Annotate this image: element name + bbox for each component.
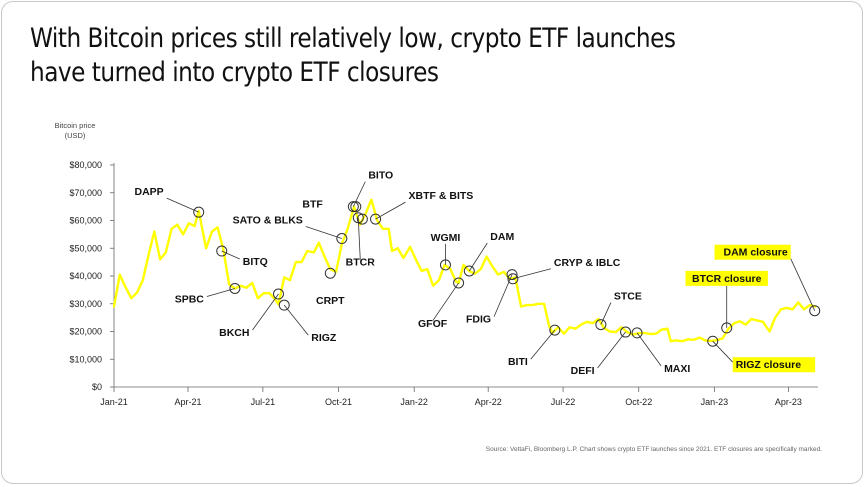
launch-label: DEFI: [571, 365, 595, 377]
annotation-leader: [468, 242, 488, 272]
y-tick-label: $60,000: [69, 216, 102, 226]
annotation-leader: [597, 331, 626, 369]
annotation-leader: [530, 329, 556, 360]
annotation-marker: [549, 324, 561, 336]
closure-label: RIGZ closure: [736, 359, 802, 371]
launch-label: CRYP & IBLC: [554, 257, 621, 269]
annotation-leader: [357, 217, 361, 260]
annotation-marker: [809, 305, 821, 317]
annotation-marker: [370, 213, 382, 225]
launch-label: DAM: [490, 231, 514, 243]
y-axis-label: Bitcoin price: [55, 121, 96, 130]
closure-highlight: [732, 357, 816, 373]
x-tick-label: Jan-22: [400, 397, 428, 407]
launch-label: BITI: [508, 356, 528, 368]
annotation-marker: [229, 282, 241, 294]
annotation-leader: [636, 332, 662, 367]
annotation-leader: [600, 302, 612, 325]
y-tick-label: $80,000: [69, 160, 102, 170]
annotation-leader: [712, 340, 734, 363]
source-note: Source: VettaFi, Bloomberg L.P. Chart sh…: [485, 446, 822, 453]
annotation-marker: [453, 277, 465, 289]
y-tick-label: $30,000: [69, 299, 102, 309]
launch-label: SPBC: [175, 293, 205, 305]
y-tick-label: $20,000: [69, 327, 102, 337]
launch-label: CRPT: [316, 295, 345, 307]
launch-label: MAXI: [664, 363, 690, 375]
title-line-1: With Bitcoin prices still relatively low…: [30, 23, 676, 54]
launch-label: XBTF & BITS: [409, 190, 474, 202]
x-tick-label: Jan-21: [100, 397, 128, 407]
annotation-leader: [375, 201, 406, 220]
annotation-leader: [206, 288, 236, 297]
y-tick-label: $40,000: [69, 271, 102, 281]
launch-label: WGMI: [431, 232, 461, 244]
launch-label: BKCH: [219, 327, 249, 339]
launch-label: BTCR: [346, 257, 376, 269]
annotation-marker: [631, 327, 643, 339]
x-tick-label: Jan-23: [701, 397, 729, 407]
annotation-leader: [493, 274, 513, 317]
launch-label: BITO: [368, 170, 393, 182]
page-title: With Bitcoin prices still relatively low…: [30, 22, 718, 90]
closure-highlight: [714, 244, 791, 260]
launch-label: BTF: [302, 199, 323, 211]
closure-label: DAM closure: [724, 247, 788, 259]
x-tick-label: Jul-22: [551, 397, 576, 407]
x-tick-label: Apr-22: [475, 397, 502, 407]
annotation-leader: [252, 293, 279, 331]
annotation-leader: [790, 258, 816, 311]
launch-label: DAPP: [135, 186, 164, 198]
x-tick-label: Jul-21: [251, 397, 276, 407]
annotation-marker: [507, 273, 519, 285]
title-line-2: have turned into crypto ETF closures: [30, 57, 439, 88]
y-tick-label: $70,000: [69, 188, 102, 198]
annotation-marker: [620, 326, 632, 338]
annotation-marker: [506, 269, 518, 281]
x-tick-label: Oct-22: [625, 397, 652, 407]
price-line: [112, 198, 817, 343]
launch-label: BITQ: [243, 256, 268, 268]
annotation-leader: [221, 250, 240, 260]
y-tick-label: $0: [92, 382, 102, 392]
annotation-marker: [439, 259, 451, 271]
annotation-leader: [512, 268, 551, 280]
annotation-marker: [216, 245, 228, 257]
annotation-leader: [305, 226, 342, 239]
annotation-marker: [324, 267, 336, 279]
annotation-marker: [347, 201, 359, 213]
annotation-marker: [595, 319, 607, 331]
y-axis-label: (USD): [65, 131, 86, 140]
annotation-marker: [193, 206, 205, 218]
closure-highlight: [685, 270, 768, 286]
launch-label: FDIG: [466, 314, 491, 326]
annotation-marker: [336, 233, 348, 245]
annotation-marker: [707, 335, 719, 347]
x-tick-label: Apr-21: [175, 397, 202, 407]
annotation-marker: [463, 265, 475, 277]
y-tick-label: $10,000: [69, 354, 102, 364]
annotation-marker: [278, 299, 290, 311]
annotation-marker: [356, 213, 368, 225]
annotation-leader: [283, 304, 309, 336]
launch-label: GFOF: [418, 318, 448, 330]
annotation-leader: [166, 197, 199, 213]
launch-label: SATO & BLKS: [233, 215, 303, 227]
y-tick-label: $50,000: [69, 243, 102, 253]
x-tick-label: Apr-23: [775, 397, 802, 407]
x-tick-label: Oct-21: [325, 397, 352, 407]
launch-label: STCE: [614, 291, 642, 303]
launch-label: RIGZ: [311, 332, 337, 344]
annotation-marker: [721, 322, 733, 334]
annotation-leader: [432, 282, 459, 322]
annotation-marker: [272, 288, 284, 300]
closure-label: BTCR closure: [692, 273, 762, 285]
